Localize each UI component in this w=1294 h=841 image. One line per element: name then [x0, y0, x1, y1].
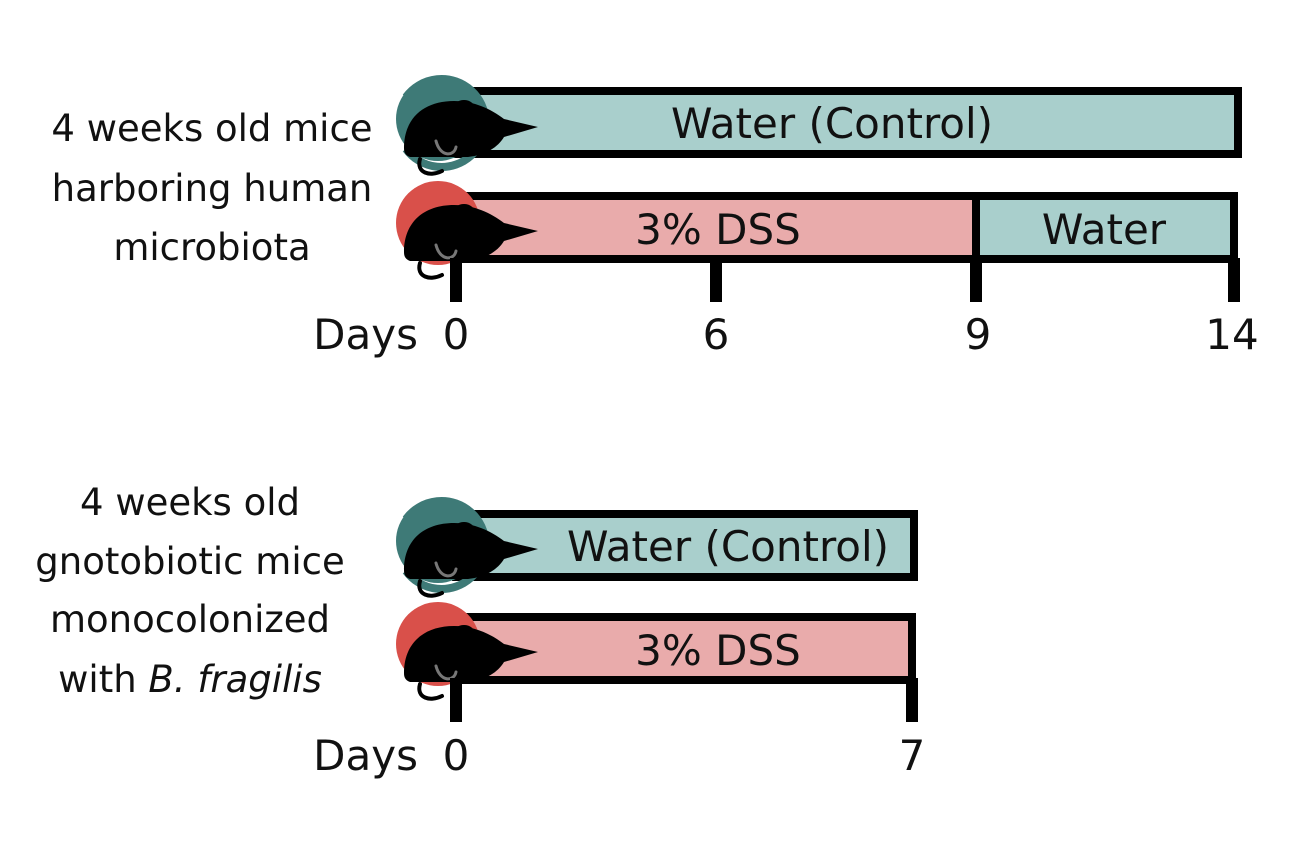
- group-1-water-segment: [972, 192, 1238, 263]
- group-2-label-species: B. fragilis: [148, 658, 321, 701]
- group-2-dss-bar: [452, 613, 916, 684]
- group-1-tick-14: [1228, 258, 1240, 302]
- group-1-tick-label-6: 6: [703, 310, 730, 359]
- group-2-label-line-4: with B. fragilis: [58, 658, 322, 701]
- control-mouse-icon: [396, 497, 540, 598]
- group-2-days-label: Days: [313, 731, 418, 780]
- group-1-label-line-3: microbiota: [113, 226, 310, 269]
- group-2: 4 weeks old gnotobiotic mice monocoloniz…: [35, 481, 925, 780]
- group-1-water-label: Water: [1042, 205, 1167, 254]
- group-2-tick-label-7: 7: [899, 731, 926, 780]
- group-1-tick-0: [450, 258, 462, 302]
- group-1-tick-9: [970, 258, 982, 302]
- dss-mouse-icon: [396, 602, 540, 701]
- group-1-control-bar-label: Water (Control): [671, 99, 993, 148]
- group-2-label-line-3: monocolonized: [50, 598, 330, 641]
- group-1-dss-label: 3% DSS: [635, 205, 801, 254]
- dss-mouse-icon: [396, 181, 540, 280]
- group-2-label-line-4-prefix: with: [58, 658, 148, 701]
- group-1-tick-label-14: 14: [1205, 310, 1258, 359]
- group-1-tick-6: [710, 258, 722, 302]
- group-2-tick-label-0: 0: [443, 731, 470, 780]
- group-1-tick-label-0: 0: [443, 310, 470, 359]
- group-1-days-label: Days: [313, 310, 418, 359]
- group-2-control-bar: [452, 510, 918, 581]
- group-2-tick-0: [450, 678, 462, 722]
- group-2-control-bar-label: Water (Control): [567, 522, 889, 571]
- group-2-tick-7: [906, 678, 918, 722]
- group-1-label-line-1: 4 weeks old mice: [51, 107, 372, 150]
- group-1-tick-label-9: 9: [965, 310, 992, 359]
- group-2-label-line-2: gnotobiotic mice: [35, 540, 344, 583]
- control-mouse-icon: [396, 75, 540, 176]
- group-2-dss-label: 3% DSS: [635, 626, 801, 675]
- group-1-label-line-2: harboring human: [52, 167, 373, 210]
- group-1: 4 weeks old mice harboring human microbi…: [51, 75, 1259, 359]
- group-2-label-line-1: 4 weeks old: [80, 481, 300, 524]
